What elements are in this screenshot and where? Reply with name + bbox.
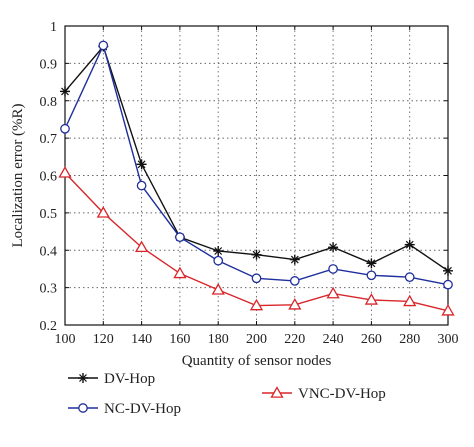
legend-label: NC-DV-Hop xyxy=(104,401,181,417)
data-point-nc-dv-hop xyxy=(366,270,377,281)
legend-item-dv-hop: DV-Hop xyxy=(68,371,155,387)
data-point-nc-dv-hop xyxy=(328,264,338,274)
x-axis-ticks: 100 120 140 160 180 200 220 240 260 280 300 xyxy=(55,26,459,347)
data-point-vnc-dv-hop xyxy=(96,206,110,218)
series-nc-dv-hop xyxy=(60,40,453,290)
x-axis-title: Quantity of sensor nodes xyxy=(182,353,332,369)
legend: DV-Hop NC-DV-Hop VNC-DV-Hop xyxy=(68,371,386,417)
data-point-nc-dv-hop xyxy=(404,272,415,283)
data-point-nc-dv-hop xyxy=(98,40,109,51)
series-layer xyxy=(58,40,455,316)
x-tick-label: 240 xyxy=(323,332,344,347)
grid-lines xyxy=(65,26,448,325)
data-point-vnc-dv-hop xyxy=(173,266,187,279)
data-point-nc-dv-hop xyxy=(213,255,224,266)
data-point-dv-hop xyxy=(213,245,224,256)
x-tick-label: 100 xyxy=(55,332,76,347)
x-tick-label: 120 xyxy=(93,332,114,347)
data-point-dv-hop xyxy=(60,86,70,97)
x-tick-label: 160 xyxy=(169,332,190,347)
y-tick-label: 0.2 xyxy=(40,319,58,334)
data-point-vnc-dv-hop xyxy=(211,283,225,295)
x-tick-label: 140 xyxy=(131,332,152,347)
data-point-vnc-dv-hop xyxy=(326,286,340,299)
x-tick-label: 260 xyxy=(361,332,382,347)
data-point-dv-hop xyxy=(366,258,377,269)
legend-marker xyxy=(78,403,88,413)
data-point-dv-hop xyxy=(443,265,453,276)
legend-item-nc-dv-hop: NC-DV-Hop xyxy=(68,401,181,417)
data-point-nc-dv-hop xyxy=(175,232,185,243)
data-point-dv-hop xyxy=(404,239,415,250)
data-point-vnc-dv-hop xyxy=(364,293,379,305)
data-point-dv-hop xyxy=(136,159,147,170)
data-point-nc-dv-hop xyxy=(251,273,262,284)
data-point-vnc-dv-hop xyxy=(441,303,455,316)
legend-item-vnc-dv-hop: VNC-DV-Hop xyxy=(262,386,386,402)
x-tick-label: 220 xyxy=(284,332,305,347)
data-point-vnc-dv-hop xyxy=(134,240,149,253)
data-point-dv-hop xyxy=(251,249,262,260)
y-tick-label: 0.7 xyxy=(40,132,58,147)
y-tick-label: 0.9 xyxy=(40,57,58,72)
data-point-nc-dv-hop xyxy=(60,123,70,134)
series-vnc-dv-hop xyxy=(58,166,455,316)
x-tick-label: 300 xyxy=(438,332,459,347)
y-axis-title: Localization error (%R) xyxy=(10,103,26,247)
data-point-vnc-dv-hop xyxy=(403,294,417,307)
legend-label: VNC-DV-Hop xyxy=(298,386,386,402)
x-tick-label: 280 xyxy=(399,332,420,347)
data-point-vnc-dv-hop xyxy=(58,166,72,178)
legend-label: DV-Hop xyxy=(104,371,155,387)
legend-marker xyxy=(270,386,284,398)
y-tick-label: 0.8 xyxy=(40,95,58,110)
data-point-dv-hop xyxy=(328,242,339,253)
y-tick-label: 0.5 xyxy=(40,207,58,222)
y-tick-label: 0.6 xyxy=(40,170,58,185)
data-point-nc-dv-hop xyxy=(443,279,453,290)
data-point-vnc-dv-hop xyxy=(249,298,264,311)
y-axis-ticks: 0.2 0.3 0.4 0.5 0.6 0.7 0.8 0.9 1 xyxy=(40,20,448,334)
legend-marker xyxy=(78,373,88,383)
y-tick-label: 0.4 xyxy=(40,244,58,259)
x-tick-label: 200 xyxy=(246,332,267,347)
y-tick-label: 0.3 xyxy=(40,282,58,297)
data-point-nc-dv-hop xyxy=(289,276,300,286)
data-point-vnc-dv-hop xyxy=(288,298,302,310)
data-point-dv-hop xyxy=(289,254,300,265)
y-tick-label: 1 xyxy=(50,20,57,35)
x-tick-label: 180 xyxy=(208,332,229,347)
data-point-nc-dv-hop xyxy=(136,180,147,191)
